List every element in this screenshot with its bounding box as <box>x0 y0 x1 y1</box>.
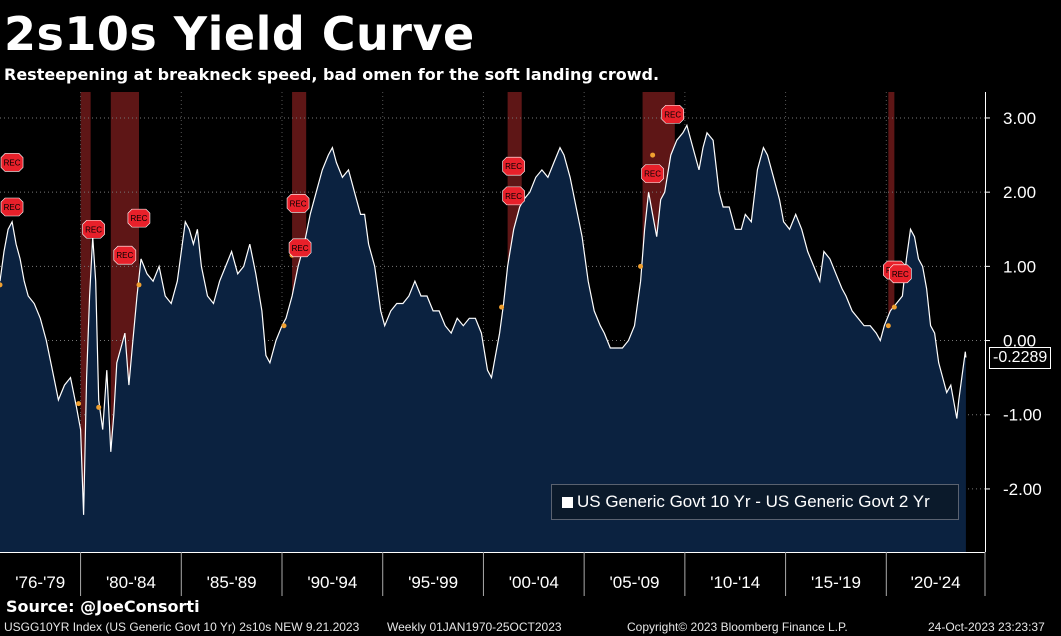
legend-swatch <box>562 496 573 508</box>
y-tick-label: -1.00 <box>1003 406 1042 425</box>
rec-marker: REC <box>661 104 685 124</box>
event-point <box>96 404 102 410</box>
x-tick-label: '80-'84 <box>106 573 156 592</box>
event-point <box>885 323 891 329</box>
rec-marker-label: REC <box>85 225 102 234</box>
rec-marker-label: REC <box>644 170 661 179</box>
x-tick-label: '20-'24 <box>911 573 961 592</box>
rec-marker-label: REC <box>290 199 307 208</box>
recession-band-0 <box>80 92 91 552</box>
series-area-fill <box>0 125 966 553</box>
footer-copyright: Copyright© 2023 Bloomberg Finance L.P. <box>627 620 848 634</box>
x-tick-label: '15-'19 <box>811 573 861 592</box>
y-tick-label: 2.00 <box>1003 183 1036 202</box>
rec-marker-label: REC <box>116 251 133 260</box>
event-point <box>638 263 644 269</box>
rec-markers: RECRECRECRECRECRECRECRECRECRECRECRECREC <box>0 104 912 284</box>
x-tick-label: '76-'79 <box>15 573 65 592</box>
y-tick-label: 1.00 <box>1003 257 1036 276</box>
footer-index-info: USGG10YR Index (US Generic Govt 10 Yr) 2… <box>4 620 360 634</box>
event-point <box>499 304 505 310</box>
x-tick-label: '05-'09 <box>610 573 660 592</box>
series-line <box>0 123 967 515</box>
chart-title: 2s10s Yield Curve <box>4 7 475 61</box>
rec-marker: REC <box>113 245 137 265</box>
rec-marker-label: REC <box>505 162 522 171</box>
y-tick-label: 0.00 <box>1003 332 1036 351</box>
rec-marker: REC <box>0 197 24 217</box>
event-point <box>0 282 3 288</box>
rec-marker-shape <box>502 156 525 176</box>
event-point <box>281 323 287 329</box>
source-credit: Source: @JoeConsorti <box>6 597 200 616</box>
rec-marker: REC <box>641 164 664 183</box>
rec-marker: REC <box>0 153 24 172</box>
footer-timestamp: 24-Oct-2023 23:23:37 <box>928 620 1045 634</box>
x-tick-label: '85-'89 <box>207 573 257 592</box>
chart-subtitle: Resteepening at breakneck speed, bad ome… <box>4 65 660 84</box>
legend-label: US Generic Govt 10 Yr - US Generic Govt … <box>577 492 930 511</box>
event-point <box>891 304 897 310</box>
rec-marker-shape <box>641 164 664 183</box>
rec-marker: REC <box>127 208 151 228</box>
event-points <box>0 152 897 410</box>
event-point <box>650 152 656 158</box>
series-area <box>0 123 967 553</box>
rec-marker-label: REC <box>130 214 147 223</box>
rec-marker-shape <box>502 186 525 206</box>
axes <box>0 92 986 553</box>
rec-marker-shape <box>661 104 685 124</box>
rec-marker-label: REC <box>292 244 309 253</box>
rec-marker: REC <box>82 219 105 239</box>
event-point <box>136 282 142 288</box>
rec-marker-shape <box>113 245 137 265</box>
rec-marker: REC <box>288 238 312 258</box>
rec-marker-shape <box>82 219 105 239</box>
rec-marker-shape <box>0 153 24 172</box>
rec-marker: REC <box>502 186 525 206</box>
x-tick-label: '10-'14 <box>710 573 760 592</box>
rec-marker-shape <box>286 193 310 213</box>
y-tick-label: 3.00 <box>1003 109 1036 128</box>
rec-marker-label: REC <box>4 203 21 212</box>
rec-marker-label: REC <box>505 192 522 201</box>
x-tick-label: '00-'04 <box>509 573 559 592</box>
chart-legend: US Generic Govt 10 Yr - US Generic Govt … <box>551 484 959 520</box>
rec-marker: REC <box>889 264 912 284</box>
y-tick-label: -2.00 <box>1003 480 1042 499</box>
rec-marker-shape <box>889 264 912 284</box>
x-tick-label: '95-'99 <box>408 573 458 592</box>
rec-marker-label: REC <box>892 270 909 279</box>
rec-marker: REC <box>502 156 525 176</box>
rec-marker: REC <box>286 193 310 213</box>
rec-marker-shape <box>0 197 24 217</box>
last-value-label: -0.2289 <box>989 347 1052 369</box>
rec-marker-label: REC <box>664 110 681 119</box>
rec-marker-label: REC <box>4 158 21 167</box>
y-tick-labels: 3.00 2.00 1.00 0.00 -1.00 -2.00 <box>985 109 1042 499</box>
footer-period: Weekly 01JAN1970-25OCT2023 <box>387 620 562 634</box>
x-tick-label: '90-'94 <box>307 573 357 592</box>
event-point <box>76 401 82 407</box>
rec-marker-shape <box>288 238 312 258</box>
rec-marker-shape <box>127 208 151 228</box>
x-tick-labels: '76-'79 '80-'84 '85-'89 '90-'94 '95-'99 '00-'… <box>15 552 986 596</box>
